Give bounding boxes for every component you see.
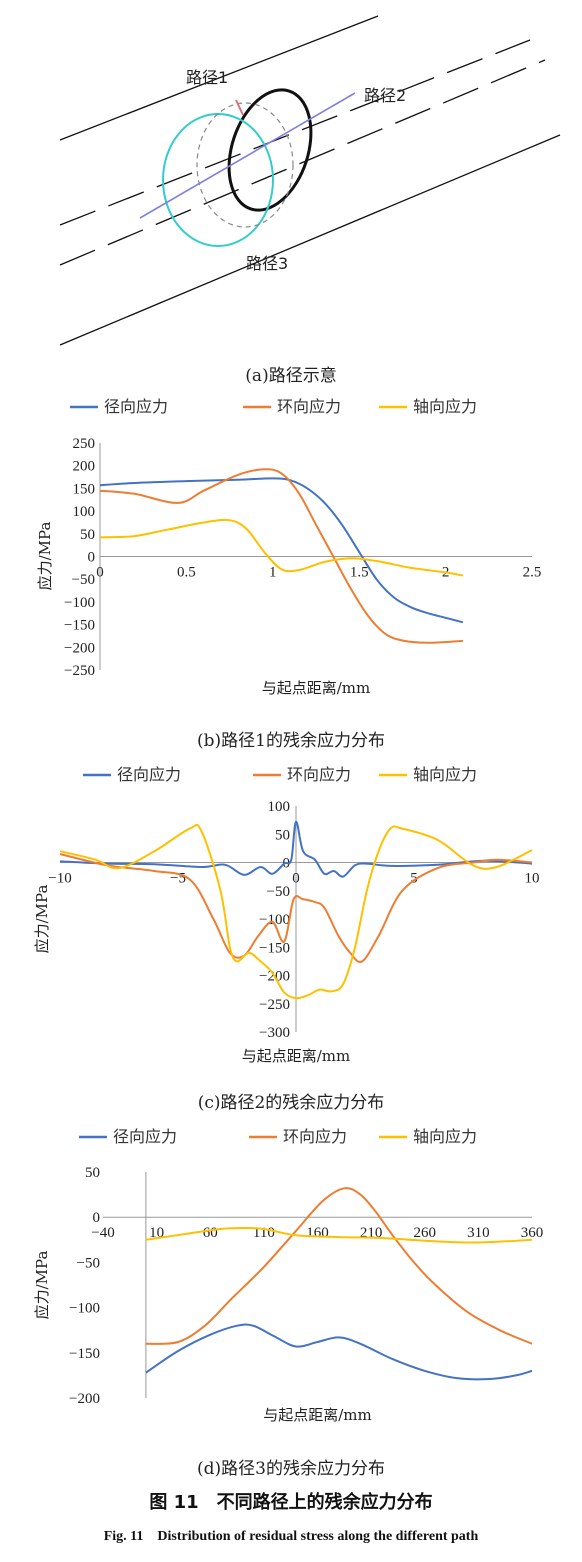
pipe-outer-top-line xyxy=(59,15,379,141)
legend-label-0: 径向应力 xyxy=(113,1127,177,1146)
series-line-0 xyxy=(59,820,533,878)
legend-label-1: 环向应力 xyxy=(277,397,341,416)
hidden-section-circle xyxy=(196,102,294,228)
weld-ring xyxy=(227,88,313,212)
x-tick-label: 0 xyxy=(96,565,104,581)
y-tick-label: −50 xyxy=(72,572,95,588)
series-line-2 xyxy=(145,1226,533,1244)
series-line-2 xyxy=(59,823,533,1000)
chart-path2: 径向应力 环向应力 轴向应力100500−50−100−150−200−250−30… xyxy=(33,765,540,1065)
path-diagram: 路径1 路径2 路径3 xyxy=(59,15,561,346)
y-tick-label: −300 xyxy=(259,1025,290,1041)
x-axis-label: 与起点距离/mm xyxy=(263,1406,372,1424)
series-line-1 xyxy=(59,853,533,964)
series-line-0 xyxy=(145,1323,533,1381)
y-tick-label: −250 xyxy=(64,663,95,679)
y-tick-label: 100 xyxy=(73,504,96,520)
series-line-2 xyxy=(99,518,464,577)
y-tick-label: −150 xyxy=(69,1346,100,1362)
path2-line xyxy=(139,92,356,219)
pipe-inner-top-line xyxy=(59,39,531,226)
y-axis-label: 应力/MPa xyxy=(36,522,54,591)
legend-label-2: 轴向应力 xyxy=(413,1127,477,1146)
y-tick-label: −150 xyxy=(64,618,95,634)
pipe-outer-bottom-line xyxy=(59,134,561,346)
x-tick-label: 60 xyxy=(203,1225,218,1241)
y-tick-label: −250 xyxy=(259,997,290,1013)
y-tick-label: 200 xyxy=(73,459,96,475)
x-tick-label: 5 xyxy=(410,871,418,887)
x-axis-label: 与起点距离/mm xyxy=(262,679,371,697)
x-tick-label: 260 xyxy=(414,1225,437,1241)
path1-line xyxy=(235,99,244,116)
legend-label-1: 环向应力 xyxy=(283,1127,347,1146)
y-tick-label: −50 xyxy=(77,1255,100,1271)
path3-label: 路径3 xyxy=(246,254,288,273)
y-tick-label: 0 xyxy=(93,1210,101,1226)
y-tick-label: 100 xyxy=(268,799,291,815)
x-tick-label: 1.5 xyxy=(350,565,369,581)
x-tick-label: −10 xyxy=(48,871,71,887)
y-axis-label: 应力/MPa xyxy=(33,885,51,954)
y-tick-label: −150 xyxy=(259,940,290,956)
path1-label: 路径1 xyxy=(186,68,228,87)
y-tick-label: 50 xyxy=(80,527,95,543)
caption-a: (a)路径示意 xyxy=(245,366,336,386)
y-tick-label: −100 xyxy=(64,595,95,611)
path2-label: 路径2 xyxy=(364,86,406,105)
x-tick-label: 2.5 xyxy=(523,565,542,581)
caption-d: (d)路径3的残余应力分布 xyxy=(197,1459,385,1479)
legend-label-0: 径向应力 xyxy=(104,397,168,416)
chart-path1: 径向应力 环向应力 轴向应力250200150100500−50−100−150−2… xyxy=(36,397,541,697)
y-tick-label: −100 xyxy=(69,1301,100,1317)
y-tick-label: 0 xyxy=(88,550,96,566)
y-tick-label: −50 xyxy=(267,884,290,900)
path3-circle xyxy=(162,113,274,247)
x-tick-label: 0.5 xyxy=(177,565,196,581)
figure-title-en: Fig. 11 Distribution of residual stress … xyxy=(104,1529,479,1544)
series-line-1 xyxy=(145,1187,533,1345)
caption-b: (b)路径1的残余应力分布 xyxy=(197,731,385,751)
x-tick-label: 160 xyxy=(306,1225,329,1241)
y-tick-label: −200 xyxy=(69,1391,100,1407)
legend-label-2: 轴向应力 xyxy=(413,765,477,784)
x-tick-label: 1 xyxy=(269,565,277,581)
y-axis-label: 应力/MPa xyxy=(33,1251,51,1320)
pipe-inner-bottom-line xyxy=(59,59,546,266)
x-tick-label: −40 xyxy=(91,1225,114,1241)
x-tick-label: 10 xyxy=(525,871,540,887)
legend-label-2: 轴向应力 xyxy=(413,397,477,416)
x-tick-label: 310 xyxy=(467,1225,490,1241)
series-line-0 xyxy=(99,477,464,624)
x-tick-label: 360 xyxy=(521,1225,544,1241)
figure-title-cn: 图 11 不同路径上的残余应力分布 xyxy=(149,1491,432,1513)
legend-label-1: 环向应力 xyxy=(287,765,351,784)
x-tick-label: 0 xyxy=(292,871,300,887)
y-tick-label: 250 xyxy=(73,436,96,452)
y-tick-label: 150 xyxy=(73,481,96,497)
caption-c: (c)路径2的残余应力分布 xyxy=(198,1093,385,1113)
series-line-1 xyxy=(99,468,463,644)
y-tick-label: 50 xyxy=(275,827,290,843)
x-axis-label: 与起点距离/mm xyxy=(242,1047,351,1065)
y-tick-label: 50 xyxy=(85,1165,100,1181)
legend-label-0: 径向应力 xyxy=(117,765,181,784)
y-tick-label: −200 xyxy=(64,640,95,656)
